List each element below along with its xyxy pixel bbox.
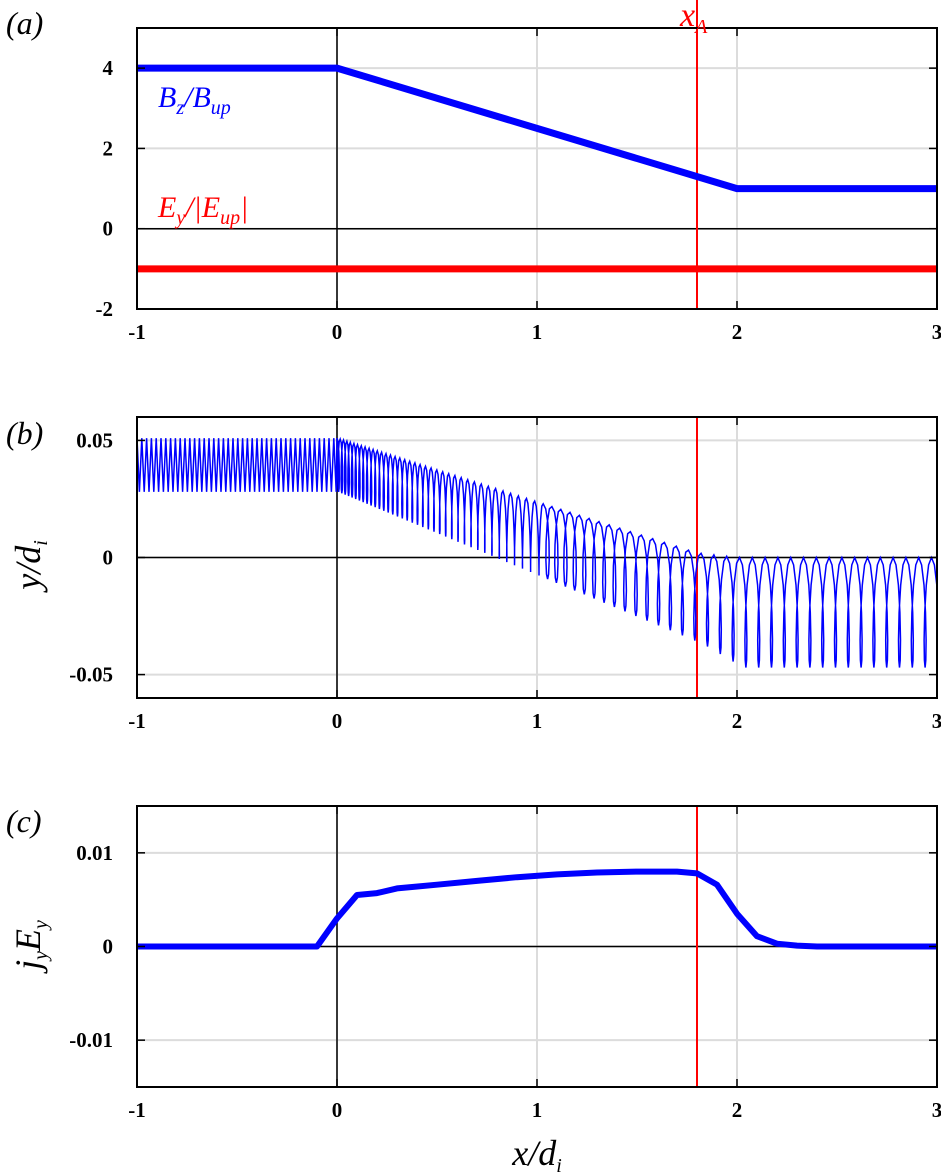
panel-a-zero-lines	[137, 28, 937, 309]
panel-c-ytick-label-1: 0	[103, 935, 114, 959]
panel-a-label: (a)	[6, 5, 43, 41]
panel-a: -1 0 1 2 3 -2 0 2 4 (a) Bz/Bup Ey/|Eup| xA	[6, 0, 941, 344]
panel-b-ytick-label-2: 0.05	[76, 428, 113, 452]
panel-a-data	[137, 0, 937, 309]
panel-c-ytick-label-0: -0.01	[69, 1028, 113, 1052]
panel-a-ytick-label-1: 0	[103, 217, 114, 241]
panel-b-xtick-label-2: 1	[532, 709, 543, 733]
panel-b-ytick-label-0: -0.05	[69, 663, 113, 687]
panel-a-xtick-label-1: 0	[332, 320, 343, 344]
panel-b-label: (b)	[6, 415, 43, 451]
panel-c: -1 0 1 2 3 -0.01 0 0.01 (c) jyEy x/di	[6, 803, 941, 1174]
panel-b-xtick-label-1: 0	[332, 709, 343, 733]
panel-b-xtick-label-4: 3	[932, 709, 941, 733]
panel-b-xtick-label-0: -1	[128, 709, 146, 733]
panel-c-xtick-label-4: 3	[932, 1098, 941, 1122]
panel-a-xtick-label-3: 2	[732, 320, 743, 344]
jyey-series-line	[137, 868, 937, 950]
panel-c-ylabel: jyEy	[8, 920, 52, 974]
panel-a-ytick-label-2: 2	[103, 136, 114, 160]
panel-a-ticks: -1 0 1 2 3 -2 0 2 4	[96, 28, 941, 344]
trajectory-series-line	[136, 436, 938, 668]
panel-b-ticks: -1 0 1 2 3 -0.05 0 0.05	[69, 417, 941, 733]
panel-a-ytick-label-3: 4	[103, 56, 114, 80]
panel-c-xlabel: x/di	[511, 1133, 562, 1174]
panel-c-xtick-label-3: 2	[732, 1098, 743, 1122]
bz-annotation: Bz/Bup	[158, 81, 231, 119]
panel-a-xtick-label-0: -1	[128, 320, 146, 344]
panel-a-xtick-label-2: 1	[532, 320, 543, 344]
panel-b: -1 0 1 2 3 -0.05 0 0.05 (b) y/di	[6, 415, 941, 733]
panel-a-xtick-label-4: 3	[932, 320, 941, 344]
panel-b-xtick-label-3: 2	[732, 709, 743, 733]
panel-c-xtick-label-0: -1	[128, 1098, 146, 1122]
panel-c-ytick-label-2: 0.01	[76, 841, 113, 865]
panel-c-ticks: -1 0 1 2 3 -0.01 0 0.01	[69, 806, 941, 1122]
xa-annotation: xA	[679, 0, 708, 38]
panel-c-xtick-label-2: 1	[532, 1098, 543, 1122]
panel-b-ylabel: y/di	[8, 540, 52, 593]
ey-annotation: Ey/|Eup|	[157, 191, 248, 229]
panel-c-xtick-label-1: 0	[332, 1098, 343, 1122]
panel-b-ytick-label-1: 0	[103, 546, 114, 570]
bz-series-line	[137, 64, 937, 193]
panel-a-ytick-label-0: -2	[96, 297, 114, 321]
panel-c-label: (c)	[6, 803, 42, 839]
panel-b-data	[136, 417, 938, 698]
panel-c-data	[137, 806, 937, 1087]
